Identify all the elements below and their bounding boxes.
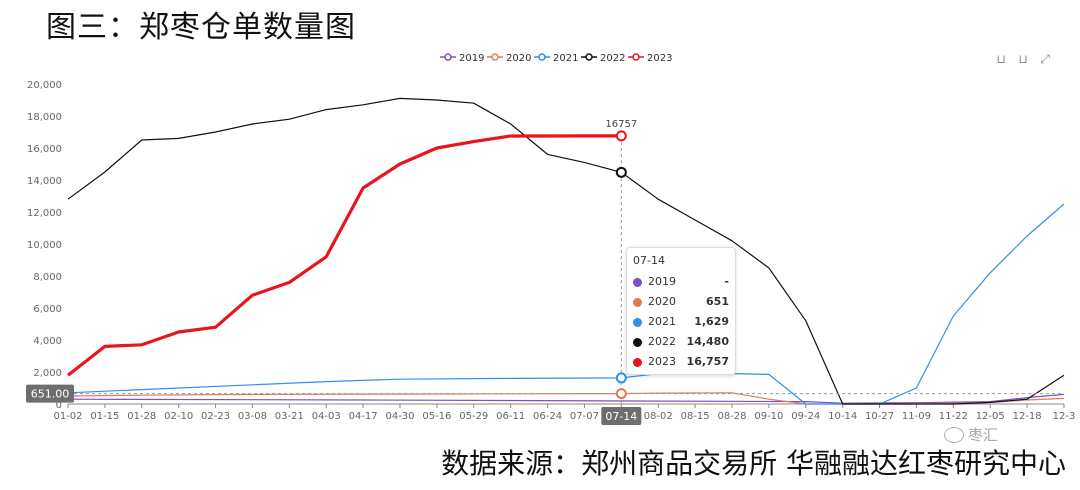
y-tick-label: 8,000 [33,272,62,283]
legend-marker-2019 [444,53,452,61]
watermark-text: 枣汇 [968,426,999,444]
y-tick-label: 2,000 [33,368,62,379]
tooltip-year: 2022 [648,335,676,348]
x-tick-label: 02-10 [164,411,193,422]
x-tick-label: 03-21 [275,411,304,422]
x-tick-label: 01-02 [53,411,82,422]
x-tick-label: 04-17 [349,411,378,422]
x-tick-label: 05-29 [459,411,488,422]
zoom-reset-tool-icon[interactable]: ⊔ [1018,52,1028,66]
watermark: 枣汇 [944,424,998,445]
tooltip-year: 2021 [648,315,676,328]
page-title: 图三：郑枣仓单数量图 [46,10,356,45]
x-tick-label: 12-18 [1013,411,1042,422]
x-tick-label: 06-24 [533,411,562,422]
hover-marker-2020 [615,388,627,400]
x-tick-label: 10-27 [865,411,894,422]
series-line-2019 [67,393,1065,404]
x-tick-label: 07-07 [570,411,599,422]
x-tick-label: 06-11 [496,411,525,422]
tooltip-row: 2022 14,480 [633,335,729,351]
legend-marker-2020 [491,53,499,61]
series-line-2023 [67,134,622,377]
wechat-icon [944,426,964,443]
legend-label-2021: 2021 [553,53,578,64]
series-line-2022 [67,97,1065,405]
chart-area: 0 2,000 4,000 6,000 8,000 10,000 12,000 14,000 1… [0,44,1080,434]
y-tick-label: 6,000 [33,304,62,315]
hover-marker-2021 [615,372,627,384]
legend-marker-2022 [585,53,593,61]
tooltip-value: 14,480 [686,335,729,348]
legend-label-2023: 2023 [647,53,672,64]
y-tick-label: 20,000 [27,80,62,91]
fullscreen-tool-icon[interactable]: ⤢ [1040,52,1050,66]
x-tick-label: 02-23 [201,411,230,422]
y-tick-label: 4,000 [33,336,62,347]
legend-marker-2021 [538,53,546,61]
x-pointer-label-bg [601,407,642,425]
series-color-dot [633,338,642,347]
tooltip-value: - [724,275,729,288]
series-color-dot [633,298,642,307]
tooltip-row: 2019 - [633,275,729,291]
data-source-caption: 数据来源：郑州商品交易所 华融融达红枣研究中心 [441,447,1066,480]
legend-marker-2023 [632,53,640,61]
y-tick-label: 18,000 [27,112,62,123]
tooltip-row: 2021 1,629 [633,315,729,331]
x-tick-label: 11-22 [939,411,968,422]
tooltip-title: 07-14 [633,254,665,267]
series-color-dot [633,278,642,287]
x-tick-label: 09-10 [754,411,783,422]
x-tick-label: 01-28 [127,411,156,422]
x-tick-label: 10-14 [828,411,857,422]
x-tick-label: 03-08 [238,411,267,422]
tooltip-row: 2023 16,757 [633,355,729,371]
hover-marker-2022 [615,166,627,178]
x-tick-label: 04-03 [312,411,341,422]
chart-toolbox: ⊔ ⊔ ⤢ [994,52,1052,66]
y-tick-label: 10,000 [27,240,62,251]
tooltip-value: 651 [706,295,729,308]
tooltip-value: 16,757 [686,355,729,368]
hover-marker-2023 [615,130,627,142]
series-color-dot [633,358,642,367]
legend-label-2020: 2020 [506,53,531,64]
x-tick-label: 05-16 [422,411,451,422]
tooltip-year: 2019 [648,275,676,288]
chart-tooltip: 07-14 2019-2020 651 2021 1,629 2022 14,480 202… [626,247,736,375]
tooltip-year: 2020 [648,295,676,308]
tooltip-year: 2023 [648,355,676,368]
y-pointer-label: 651.00 [31,388,70,401]
data-label-peak: 16757 [605,119,637,130]
y-tick-label: 0 [56,400,62,411]
x-tick-label: 12-3 [1053,411,1076,422]
x-tick-label: 08-02 [644,411,673,422]
x-tick-label: 04-30 [385,411,414,422]
y-pointer-label-bg [26,384,74,403]
tooltip-row: 2020 651 [633,295,729,311]
y-tick-label: 16,000 [27,144,62,155]
x-tick-label: 01-15 [90,411,119,422]
series-color-dot [633,318,642,327]
zoom-tool-icon[interactable]: ⊔ [996,52,1006,66]
y-tick-label: 12,000 [27,208,62,219]
x-tick-label: 11-09 [902,411,931,422]
line-chart[interactable]: 0 2,000 4,000 6,000 8,000 10,000 12,000 14,000 1… [0,44,1080,434]
series-line-2021 [67,203,1065,405]
y-tick-label: 14,000 [27,176,62,187]
x-tick-label: 12-05 [976,411,1005,422]
x-tick-label: 08-15 [681,411,710,422]
x-tick-label: 09-24 [791,411,820,422]
legend-label-2022: 2022 [600,53,625,64]
tooltip-value: 1,629 [694,315,729,328]
x-tick-label: 08-28 [717,411,746,422]
x-pointer-label: 07-14 [605,410,637,423]
legend-label-2019: 2019 [459,53,484,64]
